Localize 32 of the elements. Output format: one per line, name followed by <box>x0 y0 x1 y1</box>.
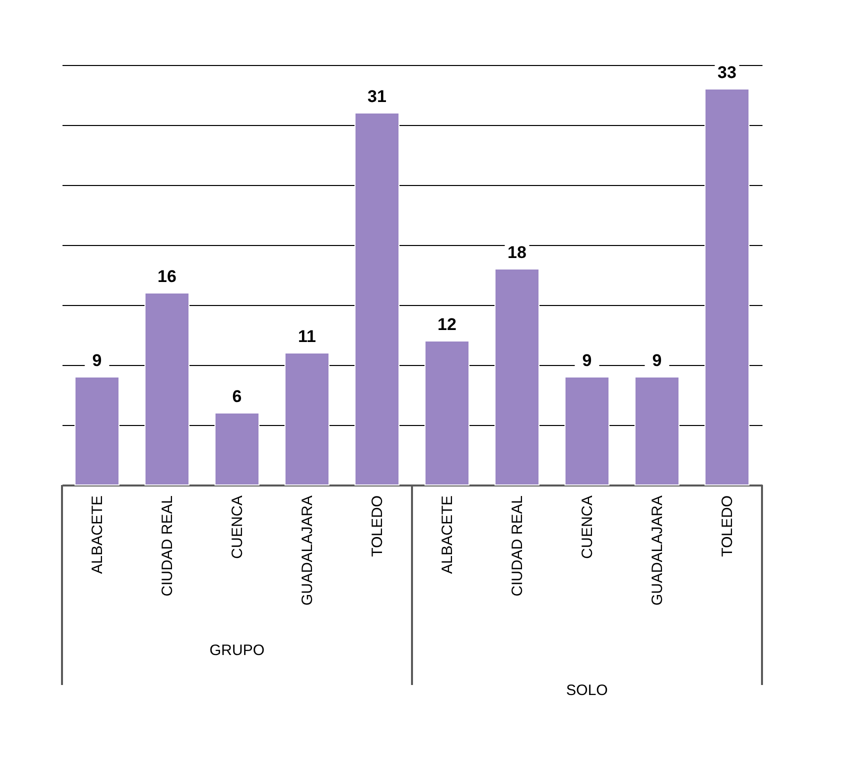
x-tick-label: CIUDAD REAL <box>509 496 526 596</box>
x-tick-label: TOLEDO <box>719 496 736 557</box>
x-tick-label: GUADALAJARA <box>299 496 316 606</box>
text: SOLO <box>566 682 608 699</box>
data-label: 9 <box>652 351 662 370</box>
x-tick-label: CUENCA <box>579 496 596 559</box>
data-label: 11 <box>298 327 316 346</box>
bar <box>144 292 190 486</box>
text: GRUPO <box>209 642 265 659</box>
data-label: 33 <box>718 63 736 82</box>
x-tick-label: TOLEDO <box>369 496 386 557</box>
bar <box>704 88 750 486</box>
x-tick-label: ALBACETE <box>89 496 106 574</box>
bar <box>564 376 610 486</box>
data-label: 16 <box>158 267 176 286</box>
data-label: 6 <box>232 387 242 406</box>
bar <box>354 112 400 486</box>
bar <box>214 412 260 486</box>
bar <box>284 352 330 486</box>
data-label: 12 <box>438 315 456 334</box>
data-label: 9 <box>582 351 592 370</box>
x-tick-label: CUENCA <box>229 496 246 559</box>
data-label: 31 <box>368 87 386 106</box>
bar <box>494 268 540 486</box>
bar <box>74 376 120 486</box>
data-label: 9 <box>92 351 102 370</box>
data-label: 18 <box>508 243 526 262</box>
x-tick-label: CIUDAD REAL <box>159 496 176 596</box>
bar <box>634 376 680 486</box>
x-tick-label: ALBACETE <box>439 496 456 574</box>
x-tick-label: GUADALAJARA <box>649 496 666 606</box>
bar <box>424 340 470 486</box>
